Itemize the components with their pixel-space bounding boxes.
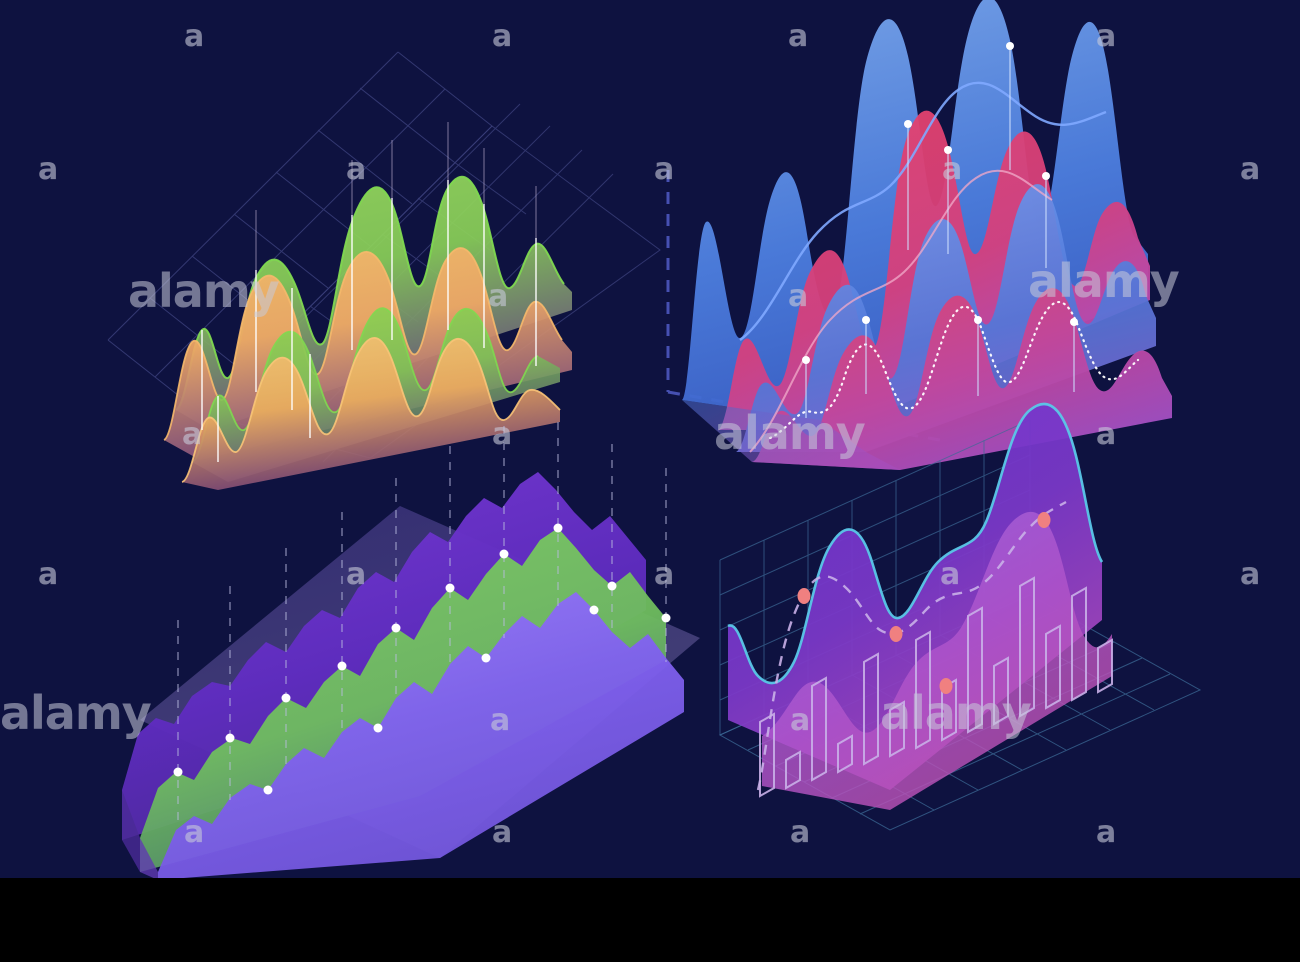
chart-jagged-purple-green <box>122 422 700 878</box>
overlay-dotted-trend <box>768 300 1140 440</box>
series-magenta-front <box>752 288 1172 470</box>
chart-area-bars-purple <box>718 402 1202 831</box>
watermark-letter: a <box>38 152 59 187</box>
dashed-trend-line <box>756 500 1067 791</box>
chart-ridgeline-green-orange <box>107 51 661 490</box>
watermark-letter: a <box>1240 152 1261 187</box>
chart-ridgeline-blue-pink <box>666 0 1172 470</box>
series-violet-light-front <box>158 592 684 878</box>
watermark-letter: a <box>38 557 59 592</box>
peak-glow-lines <box>201 180 537 462</box>
overlay-smooth-lines <box>739 81 1107 453</box>
layer-side-faces <box>122 790 158 878</box>
peak-dot-markers <box>802 42 1078 418</box>
peak-dot-markers <box>173 523 671 795</box>
coral-markers <box>797 512 1051 694</box>
peak-glow-spikes <box>255 122 537 272</box>
ridge-side-face <box>682 400 900 470</box>
illustration-artboard: a a a a a a a a a alamy alamy a a a a a … <box>0 0 1261 878</box>
watermark-letter: a <box>1240 557 1261 592</box>
series-violet-area-front <box>762 511 1112 810</box>
alamy-footer-bar: alamy Image ID: 2C7RR9J www.alamy.com <box>0 878 1300 962</box>
vertical-dashed-guides <box>177 422 667 820</box>
series-orange-front <box>181 337 561 490</box>
outlined-bar-series <box>759 576 1113 798</box>
